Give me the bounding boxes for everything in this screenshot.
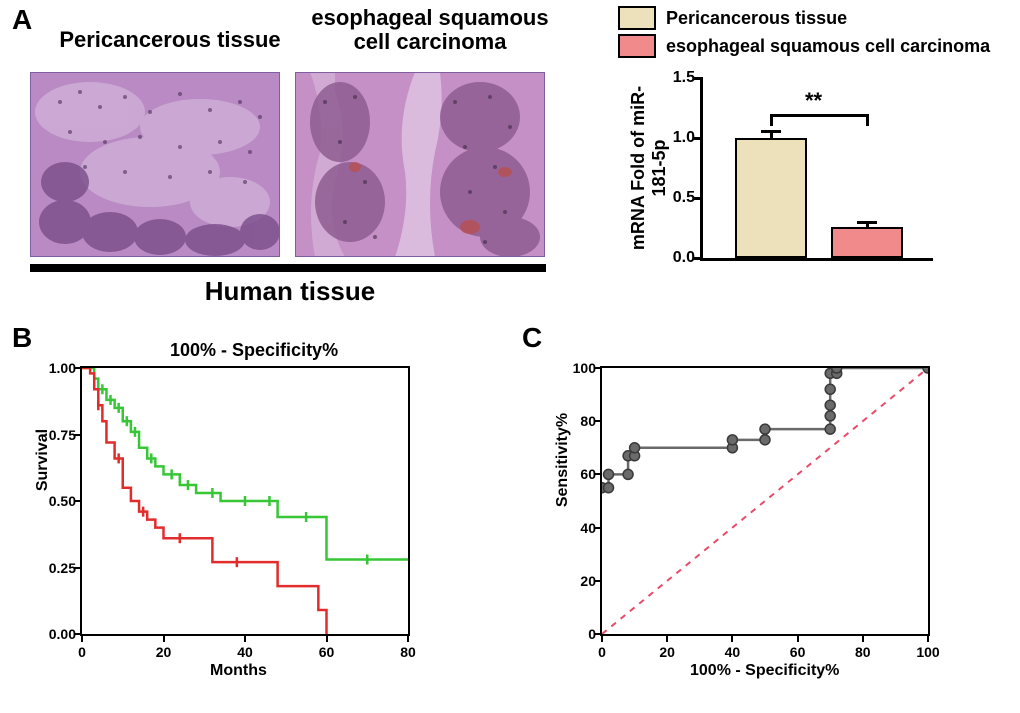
human-tissue-underline bbox=[30, 264, 546, 272]
legend-label: esophageal squamous cell carcinoma bbox=[666, 36, 990, 57]
panel-c-label: C bbox=[522, 322, 542, 354]
roc-marker bbox=[825, 424, 835, 434]
barchart-mir181: mRNA Fold of miR-181-5p 0.00.51.01.5** bbox=[620, 78, 960, 298]
xtick-label: 0 bbox=[78, 644, 86, 660]
survival-upper-caption: 100% - Specificity% bbox=[170, 340, 338, 361]
xtick-label: 40 bbox=[237, 644, 253, 660]
xtick-label: 60 bbox=[790, 644, 806, 660]
barchart-yticklabel: 0.5 bbox=[673, 189, 695, 207]
barchart-legend: Pericancerous tissue esophageal squamous… bbox=[618, 6, 990, 62]
xtick bbox=[731, 634, 733, 642]
rocplot-svg bbox=[602, 368, 928, 634]
barchart-bar bbox=[831, 227, 903, 258]
histology-image-escc bbox=[295, 72, 545, 257]
survival-ylabel: Survival bbox=[34, 360, 52, 560]
xtick-label: 20 bbox=[659, 644, 675, 660]
roc-marker bbox=[630, 443, 640, 453]
xtick-label: 80 bbox=[855, 644, 871, 660]
roc-marker bbox=[832, 368, 842, 373]
significance-drop bbox=[770, 114, 773, 126]
roc-plot: 020406080100020406080100 bbox=[600, 366, 930, 636]
significance-stars: ** bbox=[805, 88, 822, 114]
roc-diagonal bbox=[602, 368, 928, 634]
heading-escc-line1: esophageal squamous bbox=[311, 5, 548, 30]
roc-xlabel: 100% - Specificity% bbox=[690, 662, 839, 680]
legend-swatch bbox=[618, 34, 656, 58]
barchart-yticklabel: 1.0 bbox=[673, 129, 695, 147]
xtick bbox=[407, 634, 409, 642]
roc-marker bbox=[623, 469, 633, 479]
barchart-yticklabel: 0.0 bbox=[673, 249, 695, 267]
roc-marker bbox=[825, 400, 835, 410]
barchart-bar bbox=[735, 138, 807, 258]
roc-marker bbox=[604, 483, 614, 493]
roc-marker bbox=[825, 411, 835, 421]
barchart-ylabel: mRNA Fold of miR-181-5p bbox=[628, 78, 670, 258]
xtick bbox=[666, 634, 668, 642]
xtick-label: 40 bbox=[725, 644, 741, 660]
barchart-plot: 0.00.51.01.5** bbox=[700, 78, 933, 261]
legend-item-pericancerous: Pericancerous tissue bbox=[618, 6, 990, 30]
legend-label: Pericancerous tissue bbox=[666, 8, 847, 29]
roc-marker bbox=[760, 435, 770, 445]
errorbar-cap bbox=[857, 221, 877, 224]
xtick bbox=[927, 634, 929, 642]
survival-curve bbox=[82, 368, 408, 560]
roc-ylabel: Sensitivity% bbox=[554, 360, 572, 560]
legend-swatch bbox=[618, 6, 656, 30]
xtick bbox=[797, 634, 799, 642]
significance-drop bbox=[866, 114, 869, 126]
barchart-yticklabel: 1.5 bbox=[673, 69, 695, 87]
ytick-label: 0 bbox=[558, 626, 596, 642]
human-tissue-caption: Human tissue bbox=[170, 276, 410, 307]
xtick bbox=[81, 634, 83, 642]
xtick-label: 60 bbox=[319, 644, 335, 660]
heading-pericancerous: Pericancerous tissue bbox=[40, 28, 300, 52]
xtick bbox=[601, 634, 603, 642]
xtick-label: 80 bbox=[400, 644, 416, 660]
legend-item-escc: esophageal squamous cell carcinoma bbox=[618, 34, 990, 58]
survival-xlabel: Months bbox=[210, 662, 267, 680]
heading-escc-line2: cell carcinoma bbox=[354, 29, 507, 54]
ytick-label: 0.25 bbox=[38, 560, 76, 576]
significance-bar bbox=[771, 114, 867, 117]
roc-marker bbox=[727, 435, 737, 445]
panel-a-label: A bbox=[12, 4, 32, 36]
ytick-label: 0.00 bbox=[38, 626, 76, 642]
histology-image-pericancerous bbox=[30, 72, 280, 257]
roc-marker bbox=[825, 384, 835, 394]
heading-escc: esophageal squamous cell carcinoma bbox=[300, 6, 560, 54]
xtick bbox=[244, 634, 246, 642]
survplot-svg bbox=[82, 368, 408, 634]
roc-marker bbox=[760, 424, 770, 434]
xtick-label: 20 bbox=[156, 644, 172, 660]
roc-marker bbox=[923, 368, 928, 373]
panel-b-label: B bbox=[12, 322, 32, 354]
xtick bbox=[326, 634, 328, 642]
xtick bbox=[163, 634, 165, 642]
figure-root: A Pericancerous tissue esophageal squamo… bbox=[0, 0, 1020, 713]
survival-plot: 0204060800.000.250.500.751.00 bbox=[80, 366, 410, 636]
xtick-label: 0 bbox=[598, 644, 606, 660]
ytick-label: 20 bbox=[558, 573, 596, 589]
roc-marker bbox=[604, 469, 614, 479]
errorbar-cap bbox=[761, 130, 781, 133]
xtick-label: 100 bbox=[916, 644, 939, 660]
xtick bbox=[862, 634, 864, 642]
